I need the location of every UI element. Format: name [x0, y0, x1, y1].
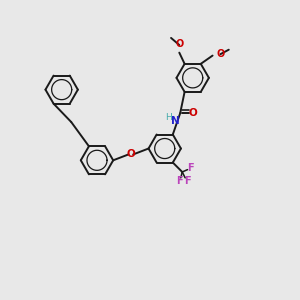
Text: F: F — [176, 176, 183, 186]
Text: N: N — [171, 116, 179, 127]
Text: O: O — [216, 49, 225, 59]
Text: F: F — [187, 164, 194, 173]
Text: F: F — [184, 176, 191, 186]
Text: O: O — [188, 108, 197, 118]
Text: O: O — [127, 149, 135, 159]
Text: H: H — [165, 113, 172, 122]
Text: O: O — [175, 39, 183, 49]
